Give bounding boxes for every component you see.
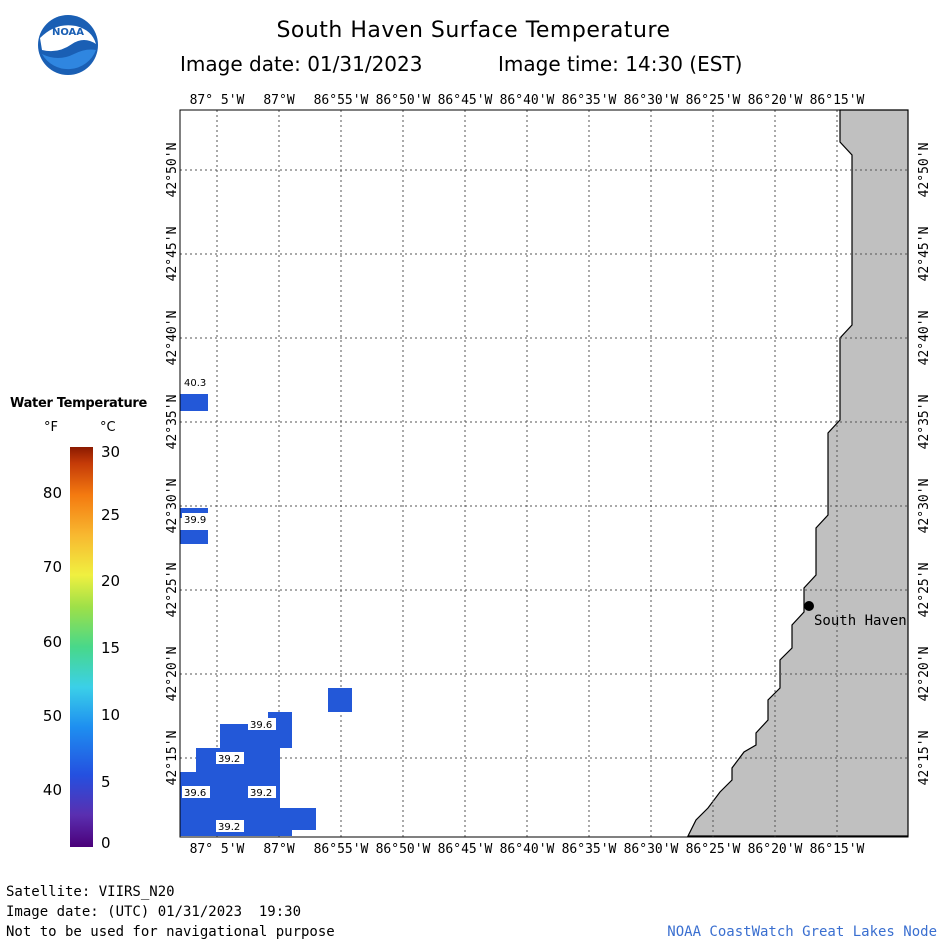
lon-labels-top: 87° 5'W 87°W 86°55'W 86°50'W 86°45'W 86°40'W 8… bbox=[190, 93, 865, 108]
temp-value-label: 39.9 bbox=[184, 515, 206, 526]
lon-label: 86°40'W bbox=[500, 842, 555, 857]
sst-pixel bbox=[180, 530, 208, 544]
legend-title: Water Temperature bbox=[10, 396, 148, 411]
fahrenheit-tick: 70 bbox=[42, 558, 62, 576]
lat-label: 42°30'N bbox=[165, 479, 180, 534]
temp-label-bg bbox=[248, 718, 276, 730]
south-haven-label: South Haven bbox=[814, 613, 907, 629]
lat-label: 42°15'N bbox=[917, 731, 932, 786]
celsius-tick: 30 bbox=[101, 443, 121, 461]
sst-pixel bbox=[328, 688, 352, 712]
temp-label-bg bbox=[216, 820, 244, 832]
temp-label-bg bbox=[182, 513, 210, 525]
lon-label: 86°15'W bbox=[810, 842, 865, 857]
credit-link[interactable]: NOAA CoastWatch Great Lakes Node bbox=[667, 924, 937, 940]
temp-label-bg bbox=[248, 786, 276, 798]
lat-label: 42°40'N bbox=[165, 311, 180, 366]
lat-label: 42°50'N bbox=[165, 143, 180, 198]
lon-label: 86°45'W bbox=[438, 842, 493, 857]
lon-label: 86°50'W bbox=[376, 842, 431, 857]
temp-value-label: 39.2 bbox=[218, 754, 240, 765]
map-grid bbox=[180, 110, 908, 837]
temp-value-label: 39.6 bbox=[250, 720, 272, 731]
lon-label: 86°25'W bbox=[686, 842, 741, 857]
logo-text: NOAA bbox=[52, 27, 84, 38]
sst-pixel bbox=[180, 808, 316, 830]
fahrenheit-tick: 60 bbox=[42, 633, 62, 651]
page-title: South Haven Surface Temperature bbox=[276, 18, 671, 43]
lon-label: 86°35'W bbox=[562, 842, 617, 857]
celsius-tick: 25 bbox=[101, 506, 121, 524]
legend-unit-f: °F bbox=[44, 420, 58, 435]
temp-label-bg bbox=[182, 786, 210, 798]
fahrenheit-tick: 80 bbox=[42, 484, 62, 502]
lon-label: 86°30'W bbox=[624, 842, 679, 857]
map-frame bbox=[179, 109, 909, 838]
celsius-tick: 5 bbox=[101, 773, 111, 791]
temp-value-label: 39.6 bbox=[184, 788, 206, 799]
lon-label: 86°45'W bbox=[438, 93, 493, 108]
lon-labels-bottom: 87° 5'W 87°W 86°55'W 86°50'W 86°45'W 86°40'W 8… bbox=[190, 842, 865, 857]
temp-label-bg bbox=[216, 752, 244, 764]
image-date: Image date: 01/31/2023 bbox=[180, 52, 423, 76]
lat-label: 42°35'N bbox=[917, 395, 932, 450]
lat-label: 42°30'N bbox=[917, 479, 932, 534]
satellite-info: Satellite: VIIRS_N20 bbox=[6, 884, 175, 900]
noaa-logo: NOAA bbox=[38, 15, 98, 75]
lat-label: 42°25'N bbox=[165, 563, 180, 618]
temperature-colorbar bbox=[70, 447, 93, 847]
temp-value-label: 40.3 bbox=[184, 378, 206, 389]
lon-label: 86°20'W bbox=[748, 842, 803, 857]
celsius-tick: 20 bbox=[101, 572, 121, 590]
celsius-tick: 15 bbox=[101, 639, 121, 657]
legend-unit-c: °C bbox=[100, 420, 116, 435]
navigation-disclaimer: Not to be used for navigational purpose bbox=[6, 924, 335, 940]
lon-label: 86°55'W bbox=[314, 93, 369, 108]
sst-pixel bbox=[180, 394, 208, 411]
temp-value-label: 39.2 bbox=[250, 788, 272, 799]
lat-label: 42°25'N bbox=[917, 563, 932, 618]
lon-label: 87°W bbox=[263, 93, 294, 108]
temperature-labels: 40.3 39.9 39.6 39.2 39.6 39.2 39.2 bbox=[182, 378, 276, 833]
lat-label: 42°20'N bbox=[917, 647, 932, 702]
lat-label: 42°45'N bbox=[165, 227, 180, 282]
celsius-tick: 10 bbox=[101, 706, 121, 724]
lon-label: 86°30'W bbox=[624, 93, 679, 108]
image-time: Image time: 14:30 (EST) bbox=[498, 52, 743, 76]
lon-label: 86°25'W bbox=[686, 93, 741, 108]
fahrenheit-tick: 50 bbox=[42, 707, 62, 725]
lat-label: 42°35'N bbox=[165, 395, 180, 450]
lon-label: 86°40'W bbox=[500, 93, 555, 108]
sst-pixel bbox=[180, 830, 292, 836]
lon-label: 86°50'W bbox=[376, 93, 431, 108]
lat-label: 42°20'N bbox=[165, 647, 180, 702]
lon-label: 86°35'W bbox=[562, 93, 617, 108]
lat-labels-left: 42°50'N 42°45'N 42°40'N 42°35'N 42°30'N 42°25… bbox=[165, 143, 180, 786]
lat-label: 42°15'N bbox=[165, 731, 180, 786]
temp-value-label: 39.2 bbox=[218, 822, 240, 833]
lat-label: 42°40'N bbox=[917, 311, 932, 366]
lat-labels-right: 42°50'N 42°45'N 42°40'N 42°35'N 42°30'N 42°25… bbox=[917, 143, 932, 786]
celsius-tick: 0 bbox=[101, 834, 111, 852]
lon-label: 87° 5'W bbox=[190, 842, 245, 857]
lat-label: 42°45'N bbox=[917, 227, 932, 282]
lon-label: 86°20'W bbox=[748, 93, 803, 108]
lat-label: 42°50'N bbox=[917, 143, 932, 198]
lon-label: 86°55'W bbox=[314, 842, 369, 857]
utc-image-date: Image date: (UTC) 01/31/2023 19:30 bbox=[6, 904, 302, 920]
fahrenheit-tick: 40 bbox=[42, 781, 62, 799]
south-haven-marker bbox=[804, 601, 814, 611]
lon-label: 87° 5'W bbox=[190, 93, 245, 108]
lon-label: 87°W bbox=[263, 842, 294, 857]
lon-label: 86°15'W bbox=[810, 93, 865, 108]
